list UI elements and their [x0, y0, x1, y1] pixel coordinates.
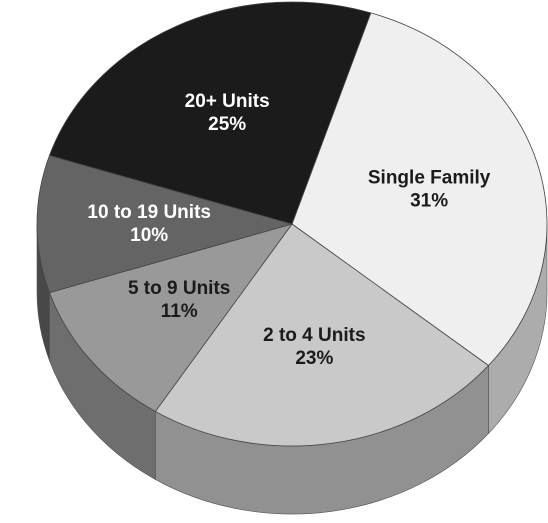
pie-slice — [36, 154, 294, 294]
slice-value-label: 25% — [208, 114, 246, 135]
pie-slice — [291, 12, 548, 367]
slice-label: 2 to 4 Units — [263, 325, 365, 346]
pie-slice — [154, 223, 490, 447]
slice-label: 10 to 19 Units — [87, 202, 211, 223]
pie-slice — [48, 1, 372, 225]
slice-label: Single Family — [368, 167, 491, 188]
slice-value-label: 10% — [130, 225, 168, 246]
slice-value-label: 23% — [295, 348, 333, 369]
pie-slice — [48, 223, 294, 412]
slice-label: 20+ Units — [185, 91, 270, 112]
slice-label: 5 to 9 Units — [128, 278, 230, 299]
slice-value-label: 11% — [161, 301, 198, 322]
slice-value-label: 31% — [410, 190, 448, 211]
